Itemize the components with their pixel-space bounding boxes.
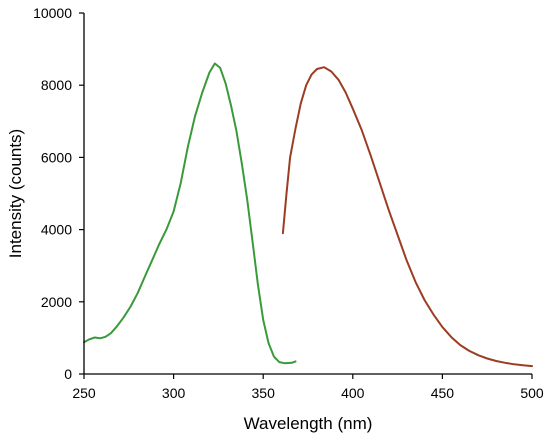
x-ticks: 250 300 350 400 450 500 [72, 374, 544, 401]
y-tick-label: 2000 [41, 294, 72, 310]
x-tick-label: 300 [162, 385, 186, 401]
y-tick-label: 4000 [41, 222, 72, 238]
x-tick-label: 350 [252, 385, 276, 401]
series-line-2 [281, 66, 533, 368]
x-tick-label: 250 [72, 385, 96, 401]
x-tick-label: 450 [431, 385, 455, 401]
y-tick-label: 8000 [41, 77, 72, 93]
x-axis-title: Wavelength (nm) [244, 414, 373, 433]
y-ticks: 0 2000 4000 6000 8000 10000 [33, 5, 84, 382]
plot-area [83, 62, 533, 368]
y-axis-title: Intensity (counts) [6, 129, 25, 258]
axes [83, 13, 532, 375]
series-line-1 [83, 62, 297, 365]
x-tick-label: 500 [520, 385, 544, 401]
y-tick-label: 6000 [41, 149, 72, 165]
x-tick-label: 400 [341, 385, 365, 401]
y-tick-label: 0 [64, 366, 72, 382]
y-tick-label: 10000 [33, 5, 72, 21]
